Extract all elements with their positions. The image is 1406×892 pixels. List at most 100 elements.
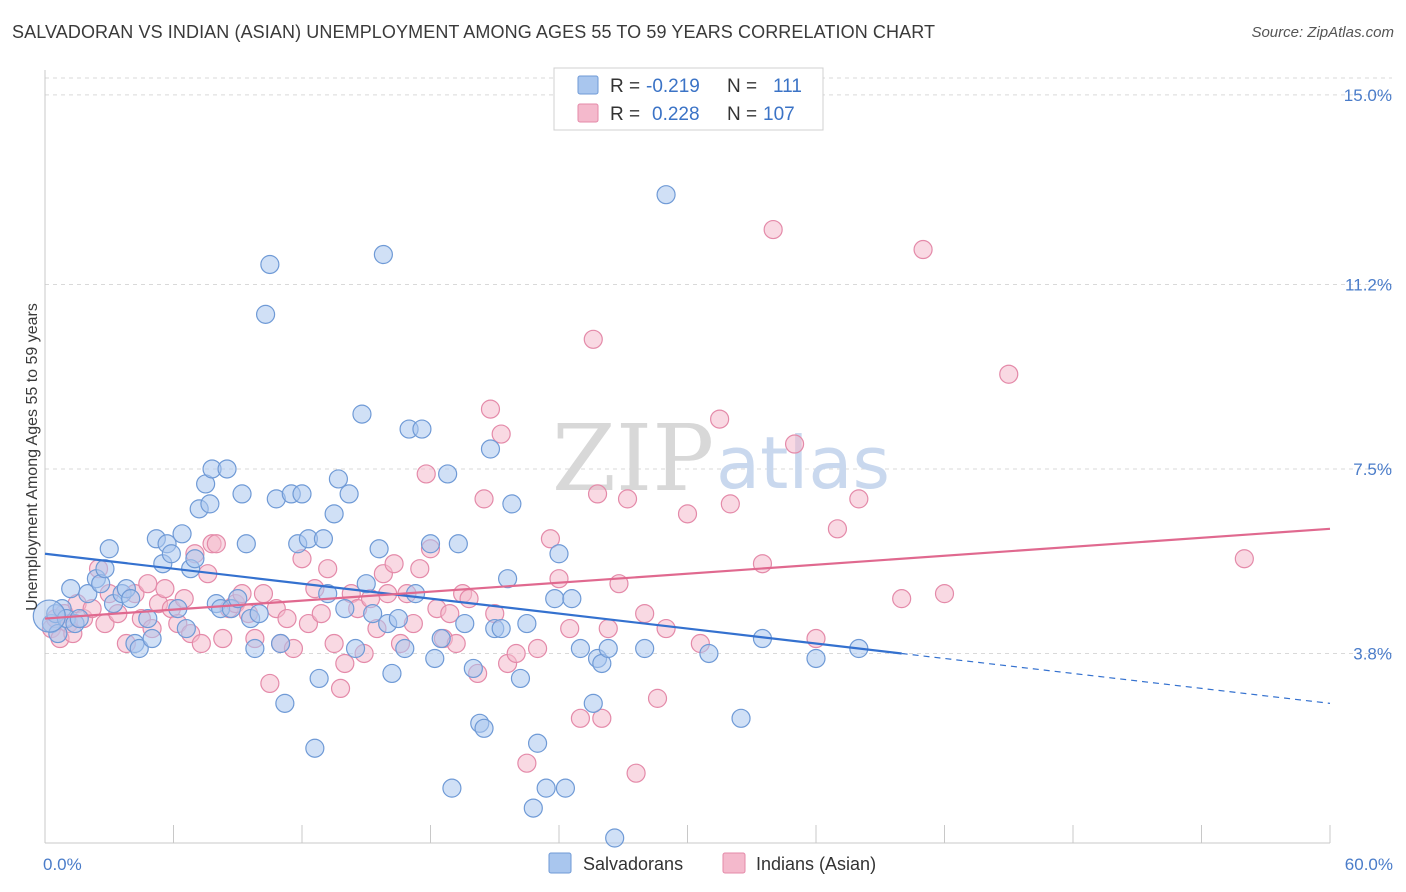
- bottom-legend-swatch-salvadorans: [548, 852, 572, 874]
- y-tick-label: 11.2%: [1345, 275, 1392, 294]
- salvadorans-point: [200, 494, 220, 514]
- salvadorans-point: [217, 459, 237, 479]
- y-axis-title: Unemployment Among Ages 55 to 59 years: [24, 303, 41, 611]
- salvadorans-point: [161, 544, 181, 564]
- indians-asian-point: [384, 554, 404, 574]
- salvadorans-point: [292, 484, 312, 504]
- indians-asian-point: [710, 409, 730, 429]
- indians-asian-point: [626, 763, 646, 783]
- salvadorans-point: [335, 599, 355, 619]
- salvadorans-point: [448, 534, 468, 554]
- indians-asian-point: [517, 753, 537, 773]
- salvadorans-point: [121, 589, 141, 609]
- salvadorans-point: [480, 439, 501, 459]
- indians-asian-point: [677, 504, 698, 524]
- legend-swatch-salvadorans: [577, 75, 599, 95]
- indians-asian-point: [277, 608, 297, 629]
- salvadorans-point: [232, 484, 252, 504]
- chart-title: SALVADORAN VS INDIAN (ASIAN) UNEMPLOYMEN…: [12, 22, 936, 42]
- indians-asian-point: [570, 708, 591, 728]
- indians-asian-point: [253, 584, 274, 604]
- salvadorans-point: [527, 733, 548, 753]
- salvadorans-point: [455, 613, 475, 634]
- salvadorans-point: [562, 589, 582, 609]
- indians-asian-point: [191, 633, 211, 654]
- x-tick-labels: 0.0% 60.0%: [43, 855, 1393, 874]
- indians-asian-point: [540, 529, 561, 549]
- salvadorans-trendline-extension: [901, 652, 1331, 704]
- x-tick-label-min: 0.0%: [43, 855, 82, 874]
- indians-asian-point: [491, 424, 511, 444]
- indians-asian-point: [335, 653, 355, 674]
- indians-asian-point: [784, 434, 805, 454]
- salvadorans-point: [382, 663, 402, 684]
- indians-asian-point: [656, 618, 676, 639]
- indians-asian-point: [440, 603, 460, 624]
- salvadorans-point: [420, 534, 441, 554]
- indians-asian-point: [527, 638, 548, 659]
- indians-asian-point: [827, 519, 848, 539]
- salvadorans-point: [699, 643, 719, 664]
- salvadorans-point: [356, 574, 376, 594]
- indians-asian-point: [592, 708, 612, 728]
- indians-asian-point: [934, 584, 955, 604]
- salvadorans-point: [438, 464, 458, 484]
- salvadorans-point: [369, 539, 389, 559]
- indians-asian-point: [410, 559, 430, 579]
- legend-r-value-salvadorans: -0.219: [646, 76, 700, 97]
- y-tick-label: 3.8%: [1353, 644, 1392, 663]
- indians-asian-point: [311, 603, 331, 624]
- legend-n-label-salvadorans: N =: [727, 76, 757, 97]
- indians-asian-point: [474, 489, 494, 509]
- legend-n-label-indians-asian: N =: [727, 104, 757, 125]
- salvadorans-point: [498, 569, 518, 589]
- bottom-legend-swatch-indians-asian: [722, 852, 746, 874]
- top-legend: R = -0.219 N = 111 R = 0.228 N = 107: [553, 67, 824, 131]
- indians-asian-point: [298, 613, 319, 634]
- salvadorans-point: [172, 524, 192, 544]
- salvadorans-point: [517, 613, 537, 634]
- salvadorans-trendline: [44, 552, 902, 655]
- bottom-legend: Salvadorans Indians (Asian): [548, 852, 876, 874]
- salvadorans-point: [635, 638, 655, 659]
- indians-asian-point: [752, 554, 773, 574]
- salvadorans-point: [345, 638, 366, 659]
- salvadorans-point: [236, 534, 256, 554]
- salvadorans-point: [425, 648, 445, 669]
- legend-r-value-indians-asian: 0.228: [652, 104, 700, 125]
- salvadorans-point: [555, 778, 576, 798]
- salvadorans-point: [605, 828, 625, 848]
- salvadorans-point: [523, 798, 543, 818]
- indians-asian-point: [560, 618, 580, 639]
- indians-asian-point: [598, 618, 618, 639]
- salvadorans-point: [510, 668, 531, 689]
- indians-asian-point: [892, 589, 912, 609]
- legend-r-label-indians-asian: R =: [610, 104, 640, 125]
- salvadorans-point: [491, 618, 511, 639]
- legend-box: [553, 67, 824, 131]
- indians-asian-point: [206, 534, 226, 554]
- gridlines: [45, 77, 1392, 654]
- indians-asian-point: [647, 688, 668, 708]
- salvadorans-point: [536, 778, 556, 798]
- salvadorans-point: [363, 603, 383, 624]
- salvadorans-point: [185, 549, 205, 569]
- salvadorans-point: [570, 638, 591, 659]
- salvadorans-point: [731, 708, 751, 728]
- salvadorans-point: [228, 589, 248, 609]
- indians-asian-point: [617, 489, 638, 509]
- salvadorans-point: [69, 608, 89, 629]
- salvadorans-point: [313, 529, 334, 549]
- indians-asian-point: [1234, 549, 1254, 569]
- salvadorans-point: [412, 419, 432, 439]
- legend-n-value-salvadorans: 111: [773, 76, 802, 97]
- indians-asian-point: [999, 364, 1019, 384]
- salvadorans-point: [249, 603, 269, 624]
- salvadorans-point: [806, 648, 826, 669]
- salvadorans-point: [78, 584, 98, 604]
- salvadorans-point: [442, 778, 462, 798]
- salvadorans-point: [549, 544, 569, 564]
- indians-asian-point: [549, 569, 569, 589]
- salvadorans-point: [328, 469, 349, 489]
